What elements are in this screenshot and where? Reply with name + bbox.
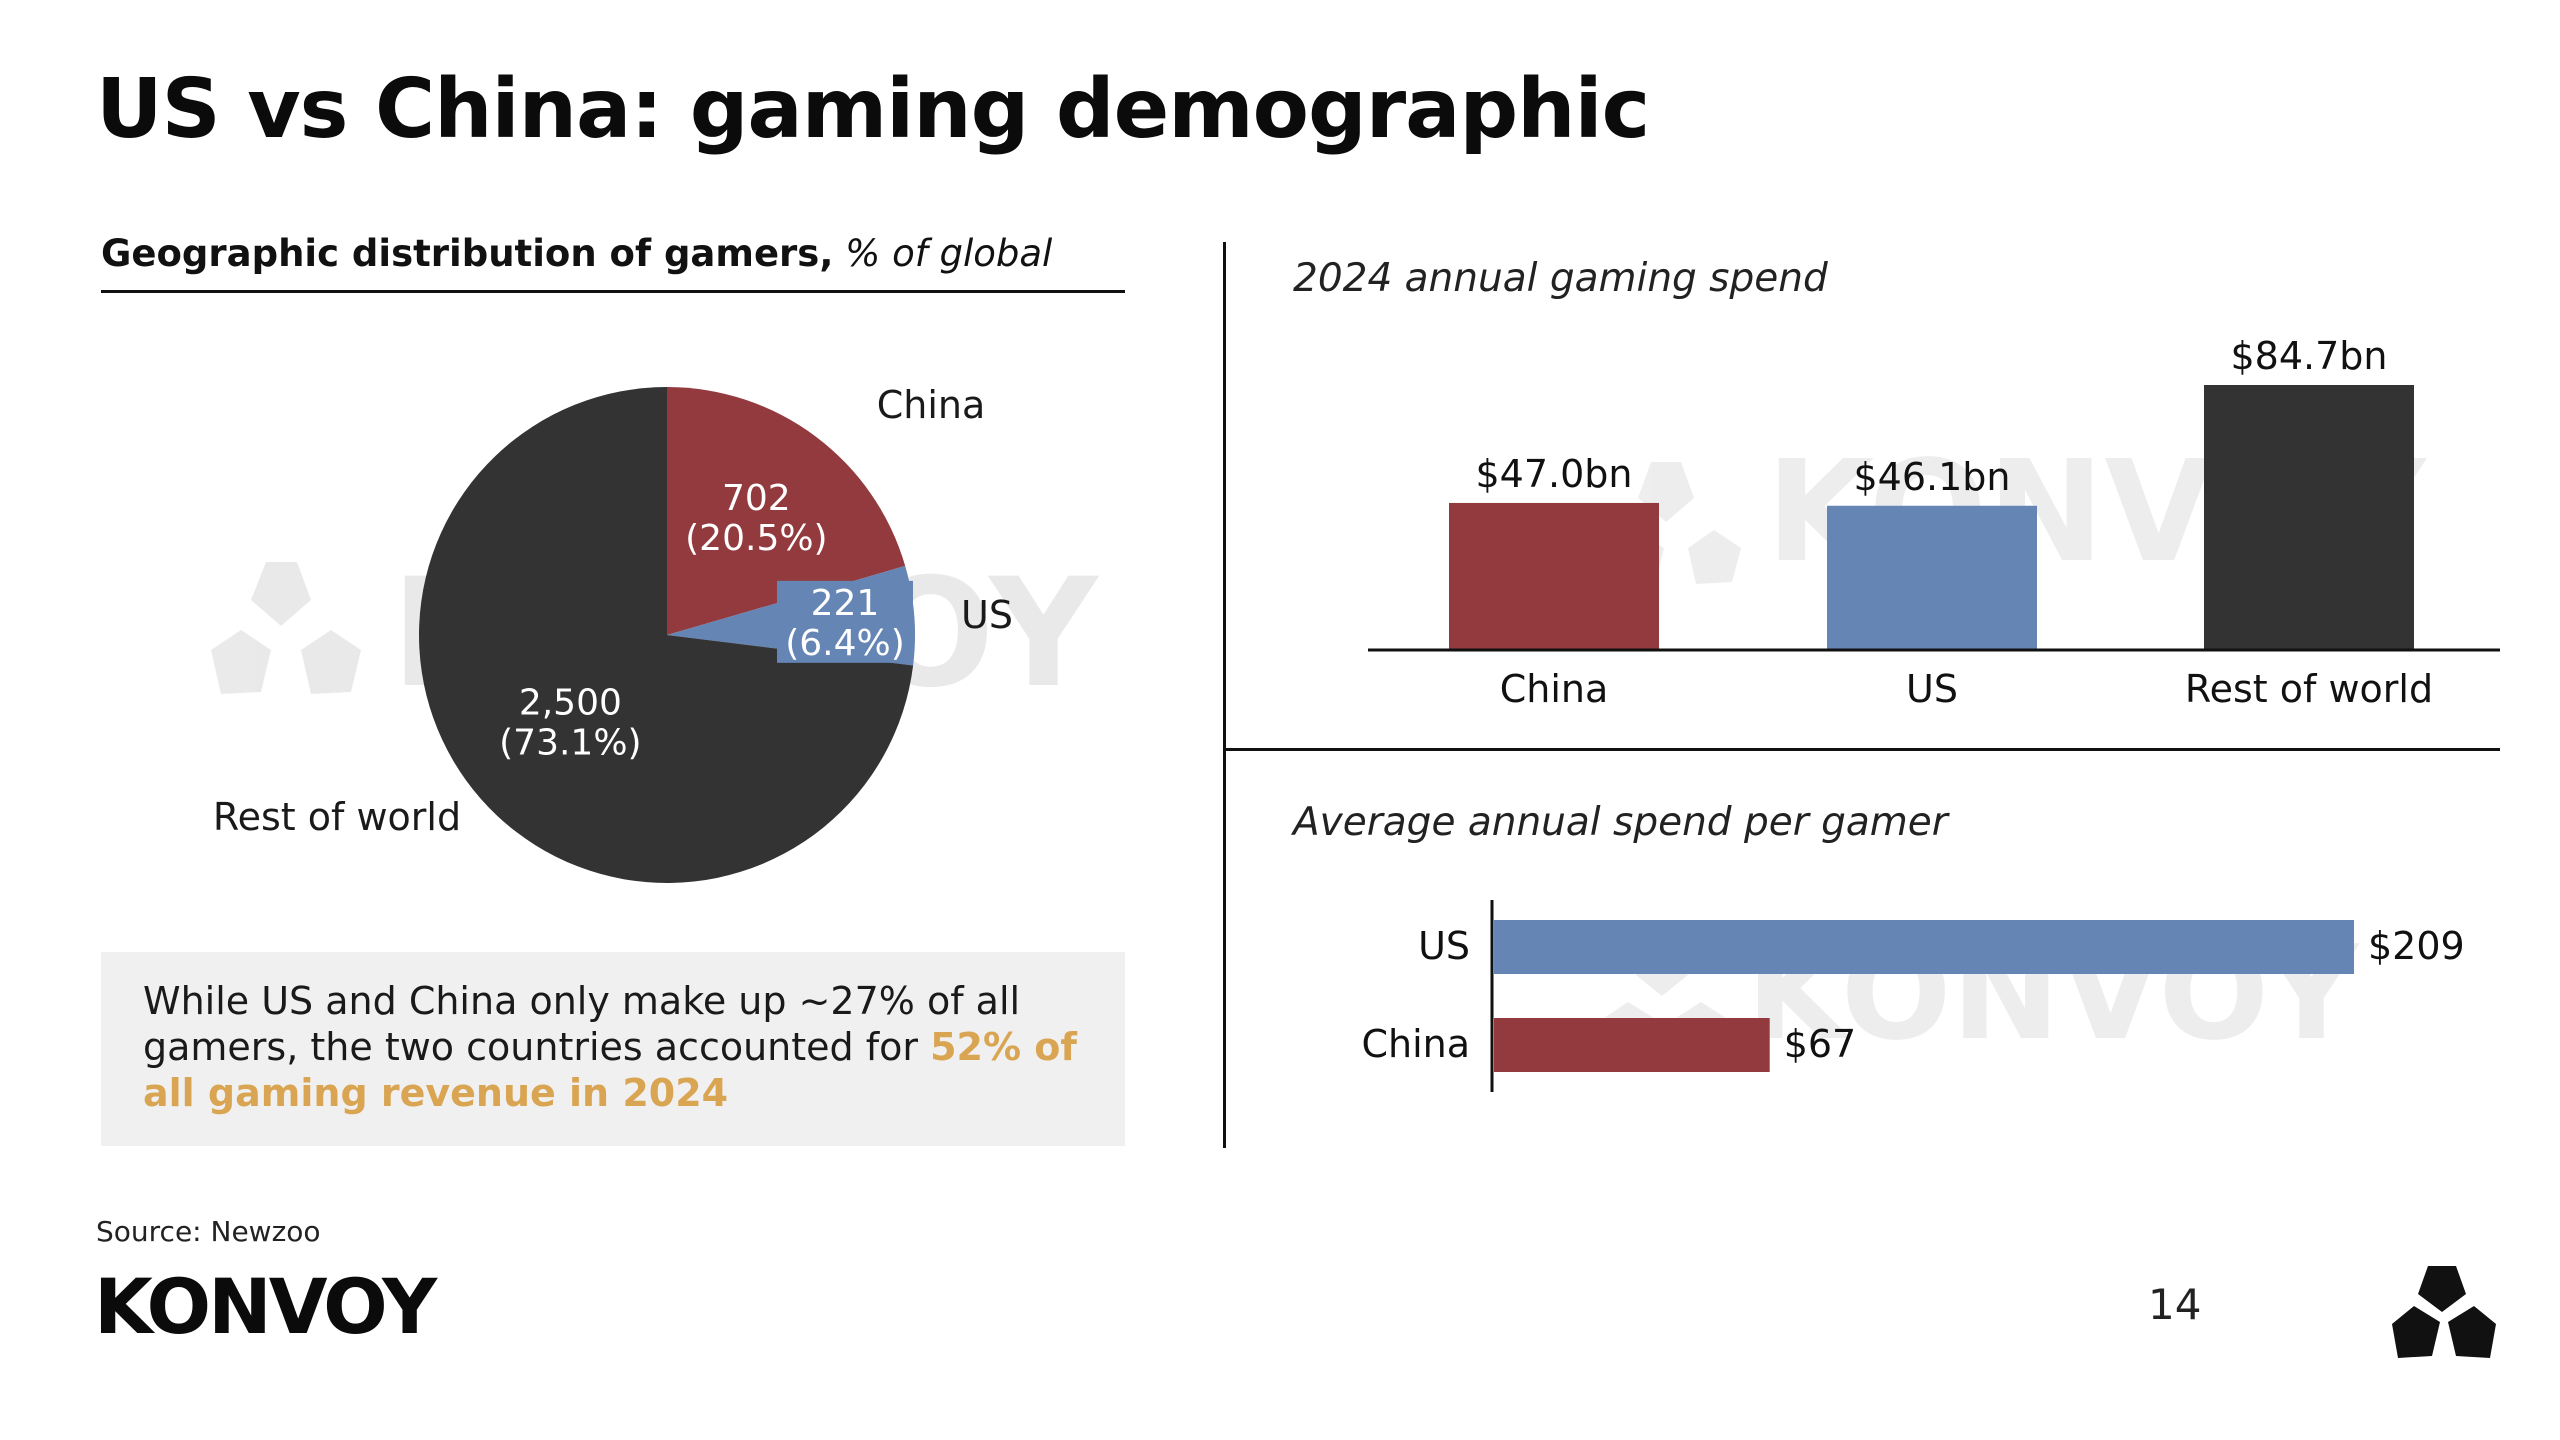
pie-value-label-china: 702 [722, 478, 791, 519]
per-gamer-data-label-china: $67 [1784, 1022, 1857, 1066]
pie-percent-label-rest-of-world: (73.1%) [499, 722, 641, 763]
insight-callout: While US and China only make up ~27% of … [101, 952, 1125, 1146]
pie-category-label-rest-of-world: Rest of world [213, 795, 461, 839]
spend-category-label-us: US [1906, 667, 1958, 711]
callout-text-main: While US and China only make up ~27% of … [143, 979, 1021, 1069]
per-gamer-bar-china [1494, 1018, 1770, 1072]
per-gamer-bar-us [1494, 920, 2354, 974]
pie-title-bold: Geographic distribution of gamers, [101, 232, 834, 275]
per-gamer-category-label-us: US [1418, 924, 1470, 968]
spend-category-label-rest-of-world: Rest of world [2185, 667, 2433, 711]
pie-value-label-us: 221 [811, 583, 880, 624]
page-title: US vs China: gaming demographic [96, 62, 1650, 157]
callout-highlight: 52% of all gaming revenue in 2024 [143, 1025, 1077, 1115]
per-gamer-data-label-us: $209 [2368, 924, 2465, 968]
pie-value-label-rest-of-world: 2,500 [519, 682, 622, 723]
pie-slice-china [667, 387, 906, 635]
source-note: Source: Newzoo [96, 1215, 321, 1248]
konvoy-mark-icon [2392, 1266, 2496, 1358]
spend-data-label-china: $47.0bn [1476, 452, 1633, 496]
pie-category-label-us: US [961, 593, 1013, 637]
spend-data-label-us: $46.1bn [1854, 455, 2011, 499]
spend-bar-china [1449, 502, 1659, 650]
pie-percent-label-china: (20.5%) [685, 518, 827, 559]
vertical-divider [1223, 242, 1226, 1148]
brand-logo: KONVOY [94, 1262, 437, 1351]
pie-chart: KONVOY 702(20.5%)China221(6.4%)US2,500(7… [211, 383, 1100, 884]
pie-percent-label-us: (6.4%) [785, 623, 905, 664]
right-horizontal-divider [1226, 748, 2500, 751]
pie-chart-title: Geographic distribution of gamers, % of … [101, 232, 1052, 275]
pie-label-box-us [776, 580, 913, 663]
callout-text: While US and China only make up ~27% of … [143, 978, 1103, 1116]
spend-category-label-china: China [1500, 667, 1609, 711]
spend-chart-title: 2024 annual gaming spend [1293, 256, 1828, 301]
spend-bar-us [1827, 505, 2037, 650]
per-gamer-category-label-china: China [1361, 1022, 1470, 1066]
pie-title-italic: % of global [845, 232, 1053, 275]
pie-slice-rest-of-world [418, 387, 914, 884]
per-gamer-chart-title: Average annual spend per gamer [1293, 800, 1948, 845]
page-number: 14 [2148, 1280, 2202, 1329]
pie-category-label-china: China [877, 383, 986, 427]
spend-bar-chart: KONVOY $47.0bnChina$46.1bnUS$84.7bnRest … [1368, 334, 2500, 711]
left-header-rule [101, 290, 1125, 293]
spend-bar-rest-of-world [2204, 385, 2414, 650]
spend-data-label-rest-of-world: $84.7bn [2231, 334, 2388, 378]
